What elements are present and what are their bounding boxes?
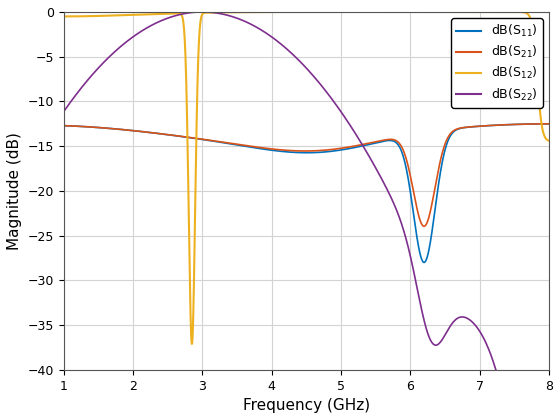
Y-axis label: Magnitude (dB): Magnitude (dB): [7, 132, 22, 250]
Legend: dB(S$_{11}$), dB(S$_{21}$), dB(S$_{12}$), dB(S$_{22}$): dB(S$_{11}$), dB(S$_{21}$), dB(S$_{12}$)…: [451, 18, 543, 108]
X-axis label: Frequency (GHz): Frequency (GHz): [243, 398, 370, 413]
